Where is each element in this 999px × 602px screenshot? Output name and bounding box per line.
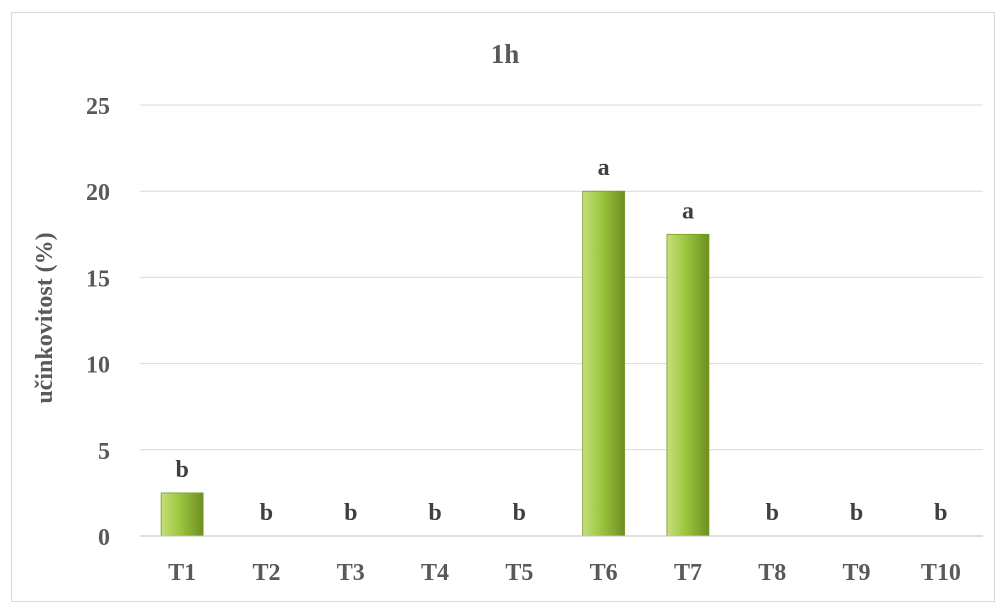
data-label: b xyxy=(766,500,779,526)
data-label: a xyxy=(598,155,610,181)
x-tick-label: T9 xyxy=(843,560,871,586)
y-tick-labels: 0 5 10 15 20 25 xyxy=(86,94,110,551)
y-axis-label: učinkovitost (%) xyxy=(32,232,58,403)
x-tick-label: T3 xyxy=(337,560,365,586)
x-tick-label: T2 xyxy=(252,560,280,586)
bars xyxy=(160,190,710,537)
data-label: b xyxy=(850,500,863,526)
x-tick-label: T6 xyxy=(590,560,618,586)
data-label: b xyxy=(513,500,526,526)
y-tick-label: 25 xyxy=(86,94,110,120)
data-label: a xyxy=(682,198,694,224)
data-label: b xyxy=(428,500,441,526)
x-tick-labels: T1 T2 T3 T4 T5 T6 T7 T8 T9 T10 xyxy=(168,560,961,586)
y-tick-label: 0 xyxy=(98,525,110,551)
y-tick-label: 5 xyxy=(98,439,110,465)
data-labels: b b b b b a a b b b xyxy=(175,155,947,526)
bar-T7 xyxy=(666,233,710,537)
bar-T1 xyxy=(160,492,204,537)
x-tick-label: T10 xyxy=(921,560,961,586)
data-label: b xyxy=(260,500,273,526)
x-tick-label: T1 xyxy=(168,560,196,586)
bar-T6 xyxy=(582,190,626,537)
y-tick-label: 20 xyxy=(86,180,110,206)
x-tick-label: T7 xyxy=(674,560,702,586)
y-tick-label: 15 xyxy=(86,266,110,292)
data-label: b xyxy=(934,500,947,526)
y-tick-label: 10 xyxy=(86,353,110,379)
x-tick-label: T4 xyxy=(421,560,449,586)
x-tick-label: T5 xyxy=(505,560,533,586)
x-tick-label: T8 xyxy=(758,560,786,586)
data-label: b xyxy=(344,500,357,526)
gridlines xyxy=(140,104,983,451)
data-label: b xyxy=(175,457,188,483)
chart-title: 1h xyxy=(491,39,520,69)
